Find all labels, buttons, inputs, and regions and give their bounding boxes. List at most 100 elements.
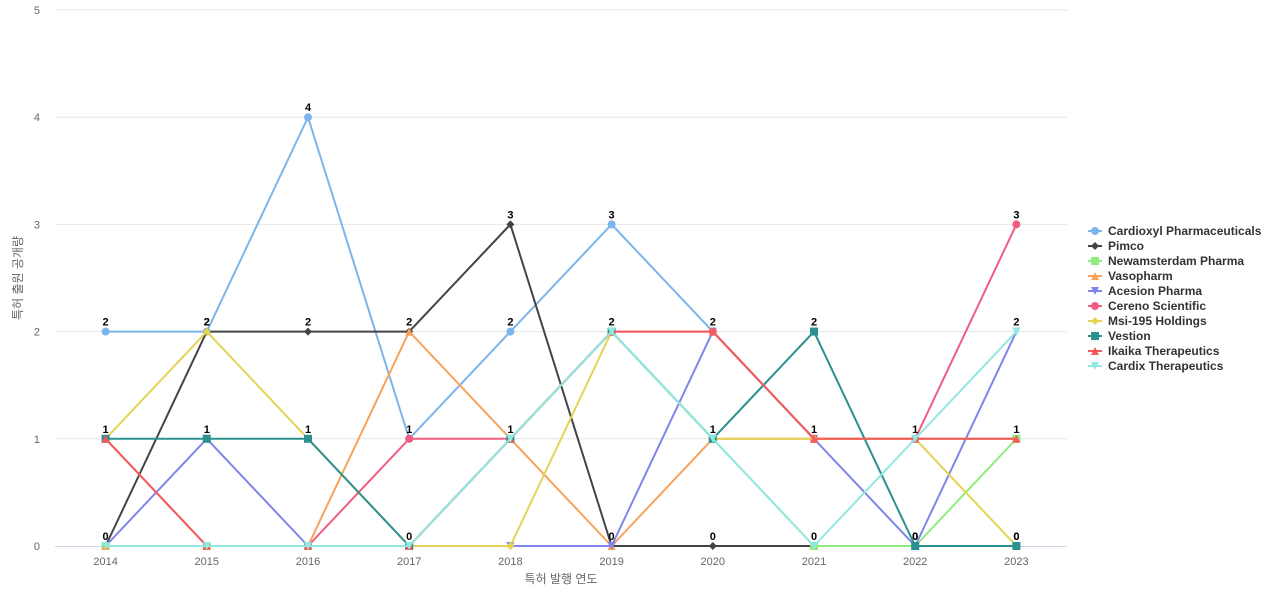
data-point xyxy=(506,542,515,550)
y-tick-label: 5 xyxy=(34,5,40,17)
legend-item[interactable]: Vasopharm xyxy=(1088,269,1173,283)
y-tick-label: 3 xyxy=(34,219,40,231)
data-point xyxy=(1012,327,1021,336)
legend-item[interactable]: Acesion Pharma xyxy=(1088,284,1202,298)
legend-marker xyxy=(1091,227,1099,235)
data-label: 2 xyxy=(710,317,716,329)
data-label: 1 xyxy=(406,424,412,436)
data-label: 0 xyxy=(609,531,615,543)
data-label: 0 xyxy=(912,531,918,543)
data-label: 0 xyxy=(406,531,412,543)
data-label: 2 xyxy=(103,317,109,329)
legend-marker xyxy=(1091,257,1099,265)
legend-label: Cardix Therapeutics xyxy=(1108,359,1224,373)
data-point xyxy=(202,434,211,443)
data-label: 1 xyxy=(811,424,817,436)
data-label: 2 xyxy=(204,317,210,329)
data-point xyxy=(810,434,818,443)
y-tick-label: 0 xyxy=(34,541,40,553)
legend-label: Acesion Pharma xyxy=(1108,284,1202,298)
data-label: 0 xyxy=(710,531,716,543)
legend: Cardioxyl PharmaceuticalsPimcoNewamsterd… xyxy=(1088,224,1262,373)
data-point xyxy=(101,542,110,550)
data-label: 1 xyxy=(1013,424,1019,436)
data-point xyxy=(708,327,717,336)
y-axis: 0 1 2 3 4 5 xyxy=(34,5,40,553)
data-label: 2 xyxy=(1013,317,1019,329)
data-label: 4 xyxy=(305,102,312,114)
legend-label: Vestion xyxy=(1108,329,1151,343)
grid-lines xyxy=(55,9,1067,440)
legend-item[interactable]: Msi-195 Holdings xyxy=(1088,314,1207,328)
legend-marker xyxy=(1091,362,1099,370)
legend-item[interactable]: Cardix Therapeutics xyxy=(1088,359,1224,373)
data-point xyxy=(1012,434,1021,443)
data-point xyxy=(506,327,515,336)
data-label: 3 xyxy=(609,209,615,221)
legend-label: Newamsterdam Pharma xyxy=(1108,254,1244,268)
data-point xyxy=(304,113,312,122)
data-point xyxy=(405,542,414,550)
legend-marker xyxy=(1091,317,1099,325)
data-point xyxy=(911,434,920,443)
y-tick-label: 1 xyxy=(34,434,40,446)
series-cardix-therapeutics xyxy=(101,327,1021,550)
data-point xyxy=(405,434,414,443)
data-label: 3 xyxy=(507,209,513,221)
series-lines xyxy=(101,113,1021,550)
data-label: 1 xyxy=(103,424,109,436)
data-point xyxy=(810,542,818,550)
legend-label: Ikaika Therapeutics xyxy=(1108,344,1220,358)
data-label: 2 xyxy=(406,317,412,329)
data-point xyxy=(708,542,717,550)
data-label: 1 xyxy=(912,424,918,436)
data-point xyxy=(304,327,312,336)
data-point xyxy=(304,542,312,550)
x-tick-label: 2015 xyxy=(195,556,219,568)
data-point xyxy=(607,220,616,229)
legend-item[interactable]: Newamsterdam Pharma xyxy=(1088,254,1244,268)
legend-item[interactable]: Ikaika Therapeutics xyxy=(1088,344,1220,358)
data-label: 0 xyxy=(912,531,918,543)
y-tick-label: 2 xyxy=(34,327,40,339)
data-label: 3 xyxy=(1013,209,1019,221)
series-line xyxy=(104,330,1018,547)
data-point xyxy=(506,434,515,443)
legend-item[interactable]: Cardioxyl Pharmaceuticals xyxy=(1088,224,1262,238)
data-point xyxy=(810,327,818,336)
legend-label: Cereno Scientific xyxy=(1108,299,1206,313)
x-tick-label: 2017 xyxy=(397,556,421,568)
data-label: 2 xyxy=(811,317,817,329)
data-label: 1 xyxy=(305,424,311,436)
data-label: 1 xyxy=(507,424,513,436)
data-point xyxy=(405,327,414,336)
legend-label: Msi-195 Holdings xyxy=(1108,314,1207,328)
x-tick-label: 2020 xyxy=(701,556,725,568)
data-label: 0 xyxy=(811,531,817,543)
legend-item[interactable]: Vestion xyxy=(1088,329,1151,343)
legend-label: Cardioxyl Pharmaceuticals xyxy=(1108,224,1262,238)
y-tick-label: 4 xyxy=(34,112,40,124)
data-label: 2 xyxy=(609,317,615,329)
data-label: 0 xyxy=(103,531,109,543)
x-axis-title: 특허 발행 연도 xyxy=(525,571,598,586)
data-point xyxy=(506,220,515,229)
data-point xyxy=(607,542,616,550)
data-point xyxy=(1012,220,1021,229)
data-point xyxy=(911,542,920,550)
data-label: 0 xyxy=(1013,531,1019,543)
data-point xyxy=(304,434,312,443)
legend-item[interactable]: Cereno Scientific xyxy=(1088,299,1206,313)
x-tick-label: 2018 xyxy=(498,556,522,568)
x-tick-label: 2023 xyxy=(1004,556,1028,568)
legend-item[interactable]: Pimco xyxy=(1088,239,1144,253)
x-tick-label: 2014 xyxy=(93,556,117,568)
data-point xyxy=(607,327,616,336)
data-label: 1 xyxy=(204,424,210,436)
legend-marker xyxy=(1091,332,1099,340)
legend-marker xyxy=(1091,287,1099,295)
x-tick-label: 2022 xyxy=(903,556,927,568)
x-tick-label: 2019 xyxy=(599,556,623,568)
